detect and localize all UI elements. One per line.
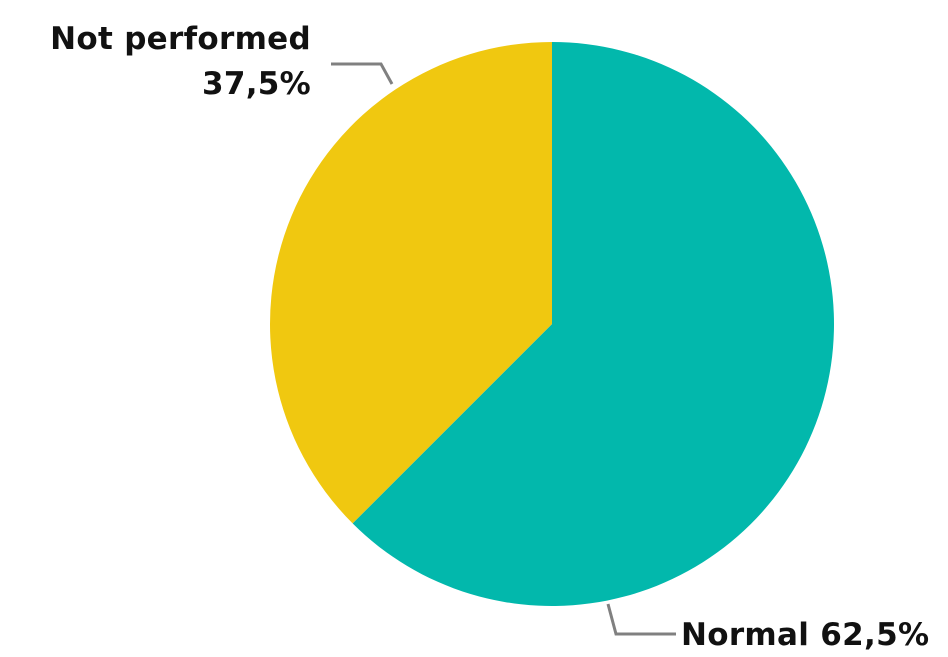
leader-line-normal [606,603,676,636]
pie-slices [269,42,834,606]
pie-slice-not-performed [269,42,552,524]
slice-label-not-performed-name: Not performed [50,21,311,57]
slice-label-normal: Normal 62,5% [681,617,929,653]
slice-label-not-performed-value: 37,5% [202,66,311,102]
data-labels: Not performed 37,5% Normal 62,5% [50,21,929,653]
leader-line-not-performed [331,62,394,85]
pie-slice-normal [352,42,834,606]
leader-lines [331,62,676,636]
